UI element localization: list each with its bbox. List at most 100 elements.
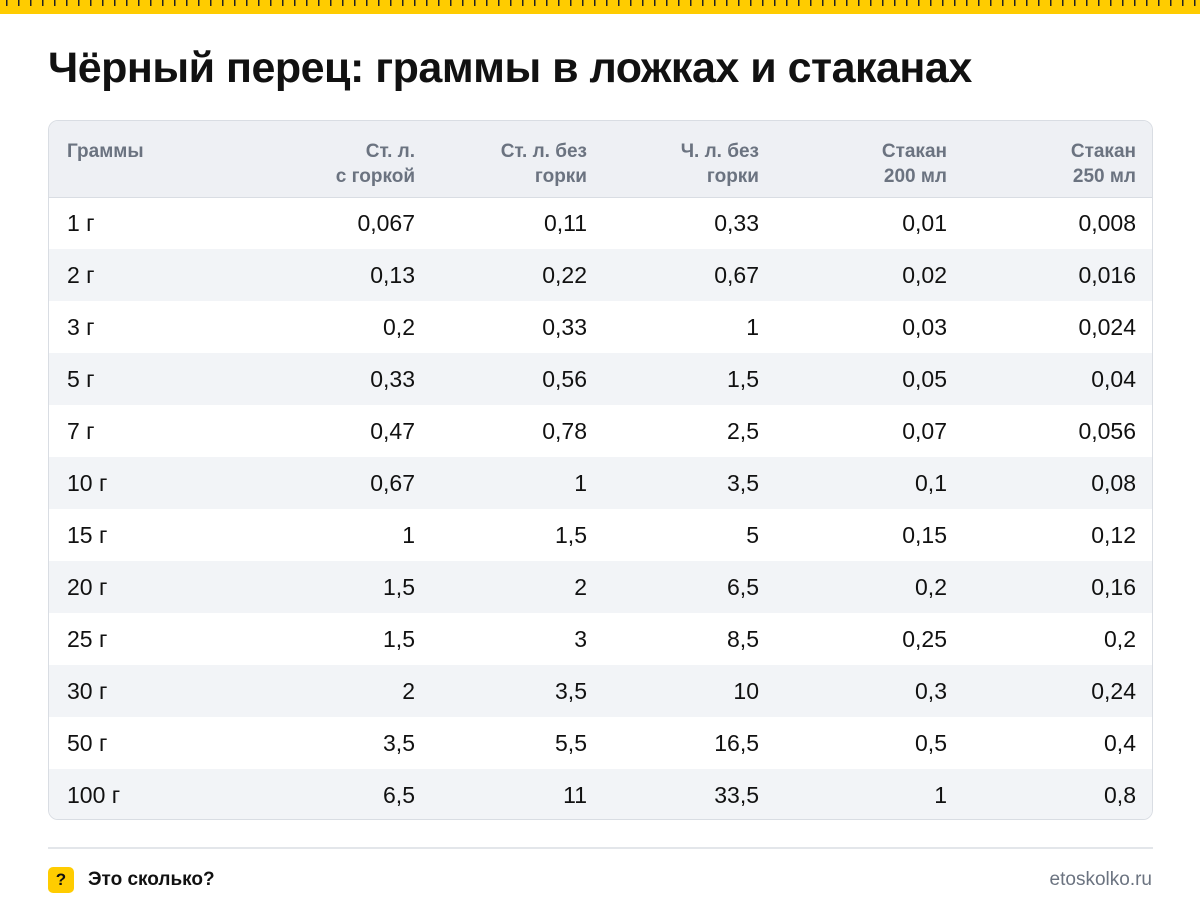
value-cell: 2,5	[727, 417, 759, 444]
table-row: 5 г 0,33 0,56 1,5 0,05 0,04	[49, 353, 1152, 405]
value-cell: 0,11	[543, 209, 587, 236]
value-cell: 0,33	[249, 353, 433, 405]
value-cell: 3,5	[605, 457, 777, 509]
table-row: 10 г 0,67 1 3,5 0,1 0,08	[49, 457, 1152, 509]
value-cell: 8,5	[727, 625, 759, 652]
grams-cell: 20 г	[49, 561, 249, 613]
value-cell: 0,22	[433, 249, 605, 301]
value-cell: 0,24	[965, 665, 1152, 717]
value-cell: 0,2	[383, 313, 415, 340]
value-cell: 0,05	[777, 353, 965, 405]
value-cell: 0,067	[357, 209, 415, 236]
value-cell: 10	[605, 665, 777, 717]
value-cell: 2	[433, 561, 605, 613]
value-cell: 0,13	[249, 249, 433, 301]
table-row: 3 г 0,2 0,33 1 0,03 0,024	[49, 301, 1152, 353]
conversion-table: Граммы Ст. л. с горкой Ст. л. без горки Ч. …	[49, 121, 1152, 819]
value-cell: 2	[249, 665, 433, 717]
footer-divider	[48, 847, 1153, 849]
grams-cell: 15 г	[67, 521, 108, 548]
value-cell: 0,02	[777, 249, 965, 301]
value-cell: 1,5	[605, 353, 777, 405]
table-row: 30 г 2 3,5 10 0,3 0,24	[49, 665, 1152, 717]
value-cell: 3,5	[383, 729, 415, 756]
column-header: Ч. л. без горки	[605, 121, 777, 198]
value-cell: 0,33	[542, 313, 587, 340]
grams-cell: 2 г	[49, 249, 249, 301]
value-cell: 0,01	[902, 209, 947, 236]
value-cell: 0,56	[433, 353, 605, 405]
value-cell: 0,04	[965, 353, 1152, 405]
value-cell: 33,5	[605, 769, 777, 819]
value-cell: 0,1	[777, 457, 965, 509]
grams-cell: 25 г	[67, 625, 108, 652]
table-row: 20 г 1,5 2 6,5 0,2 0,16	[49, 561, 1152, 613]
value-cell: 0,07	[902, 417, 947, 444]
value-cell: 0,3	[777, 665, 965, 717]
grams-cell: 10 г	[49, 457, 249, 509]
value-cell: 0,5	[915, 729, 947, 756]
grams-cell: 1 г	[67, 209, 95, 236]
value-cell: 1,5	[383, 625, 415, 652]
table-row: 15 г 1 1,5 5 0,15 0,12	[49, 509, 1152, 561]
conversion-table-card: Граммы Ст. л. с горкой Ст. л. без горки Ч. …	[48, 120, 1153, 820]
page-title: Чёрный перец: граммы в ложках и стаканах	[48, 44, 972, 92]
header-row: Граммы Ст. л. с горкой Ст. л. без горки Ч. …	[49, 121, 1152, 198]
table-row: 100 г 6,5 11 33,5 1 0,8	[49, 769, 1152, 819]
value-cell: 0,47	[370, 417, 415, 444]
brand[interactable]: ? Это сколько?	[48, 867, 215, 893]
ruler-decoration	[0, 0, 1200, 14]
grams-cell: 30 г	[49, 665, 249, 717]
value-cell: 5,5	[555, 729, 587, 756]
column-header: Стакан 200 мл	[777, 121, 965, 198]
table-row: 7 г 0,47 0,78 2,5 0,07 0,056	[49, 405, 1152, 457]
grams-cell: 5 г	[49, 353, 249, 405]
value-cell: 16,5	[714, 729, 759, 756]
value-cell: 6,5	[605, 561, 777, 613]
value-cell: 0,12	[1091, 521, 1136, 548]
question-mark-icon: ?	[48, 867, 74, 893]
column-header: Стакан 250 мл	[965, 121, 1152, 198]
value-cell: 1,5	[555, 521, 587, 548]
value-cell: 1	[433, 457, 605, 509]
table-body: 1 г 0,067 0,11 0,33 0,01 0,008 2 г 0,13 0,22 0,67…	[49, 197, 1152, 819]
table-row: 1 г 0,067 0,11 0,33 0,01 0,008	[49, 197, 1152, 249]
value-cell: 0,008	[1078, 209, 1136, 236]
column-header: Ст. л. с горкой	[249, 121, 433, 198]
value-cell: 0,67	[605, 249, 777, 301]
table-row: 50 г 3,5 5,5 16,5 0,5 0,4	[49, 717, 1152, 769]
value-cell: 1,5	[249, 561, 433, 613]
grams-cell: 50 г	[67, 729, 108, 756]
value-cell: 0,03	[902, 313, 947, 340]
value-cell: 1	[402, 521, 415, 548]
value-cell: 6,5	[249, 769, 433, 819]
value-cell: 0,4	[1104, 729, 1136, 756]
value-cell: 3	[574, 625, 587, 652]
value-cell: 11	[433, 769, 605, 819]
column-header: Ст. л. без горки	[433, 121, 605, 198]
table-row: 25 г 1,5 3 8,5 0,25 0,2	[49, 613, 1152, 665]
value-cell: 1	[746, 313, 759, 340]
value-cell: 0,33	[714, 209, 759, 236]
value-cell: 1	[777, 769, 965, 819]
value-cell: 0,8	[965, 769, 1152, 819]
grams-cell: 7 г	[67, 417, 95, 444]
value-cell: 0,67	[249, 457, 433, 509]
column-header: Граммы	[49, 121, 249, 198]
value-cell: 0,016	[965, 249, 1152, 301]
value-cell: 5	[746, 521, 759, 548]
table-header: Граммы Ст. л. с горкой Ст. л. без горки Ч. …	[49, 121, 1152, 198]
value-cell: 0,2	[777, 561, 965, 613]
value-cell: 0,08	[965, 457, 1152, 509]
brand-label: Это сколько?	[88, 869, 215, 890]
value-cell: 0,2	[1104, 625, 1136, 652]
value-cell: 0,056	[1078, 417, 1136, 444]
site-link[interactable]: etoskolko.ru	[1049, 869, 1152, 890]
grams-cell: 100 г	[49, 769, 249, 819]
table-row: 2 г 0,13 0,22 0,67 0,02 0,016	[49, 249, 1152, 301]
value-cell: 0,024	[1078, 313, 1136, 340]
value-cell: 0,15	[902, 521, 947, 548]
value-cell: 0,25	[902, 625, 947, 652]
grams-cell: 3 г	[67, 313, 95, 340]
value-cell: 0,16	[965, 561, 1152, 613]
